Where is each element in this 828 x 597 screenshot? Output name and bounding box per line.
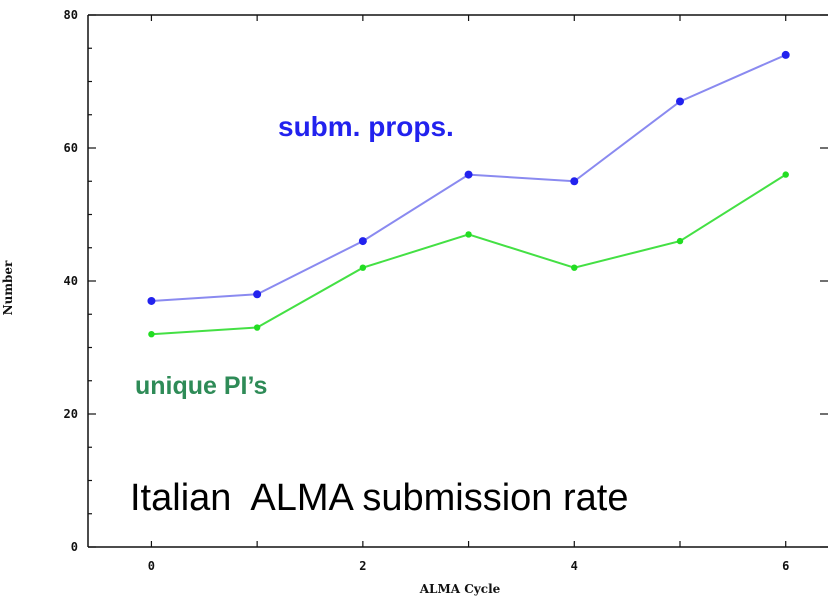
x-tick-label: 0 — [148, 559, 155, 573]
y-axis-title: Number — [1, 260, 15, 315]
y-axis-ticks: 0 20 40 60 80 — [64, 8, 828, 554]
series-lines — [151, 53, 787, 336]
data-point — [570, 177, 579, 186]
series-label-subm-props: subm. props. — [278, 111, 454, 142]
data-point — [358, 237, 367, 246]
data-point — [571, 264, 578, 271]
x-tick-label: 2 — [359, 559, 366, 573]
x-axis-title: ALMA Cycle — [419, 582, 501, 596]
series-label-unique-pis: unique PI’s — [135, 372, 267, 400]
y-tick-label: 20 — [64, 407, 78, 421]
data-point — [676, 237, 684, 245]
chart-annotation: Italian ALMA submission rate — [130, 477, 628, 519]
data-point — [676, 97, 684, 106]
plot-frame — [87, 14, 828, 548]
data-point — [147, 296, 156, 305]
data-point — [253, 324, 261, 331]
data-point — [465, 231, 472, 238]
y-tick-label: 60 — [64, 141, 78, 155]
x-axis-ticks: 0 2 4 6 — [148, 15, 789, 573]
data-point — [359, 264, 367, 271]
x-tick-label: 4 — [571, 559, 578, 573]
series-points — [147, 50, 790, 338]
data-point — [148, 331, 155, 338]
x-tick-label: 6 — [782, 559, 789, 573]
y-tick-label: 0 — [71, 540, 78, 554]
data-point — [781, 50, 790, 59]
data-point — [253, 290, 262, 299]
data-point — [782, 171, 789, 178]
series-line-1 — [151, 173, 787, 336]
y-tick-label: 40 — [64, 274, 78, 288]
y-tick-label: 80 — [64, 8, 78, 22]
data-point — [464, 170, 473, 179]
